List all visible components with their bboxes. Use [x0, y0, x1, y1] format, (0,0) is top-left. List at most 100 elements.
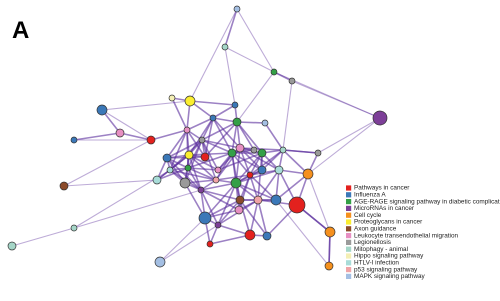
edge — [187, 167, 202, 191]
node — [206, 240, 214, 248]
edge — [73, 132, 121, 141]
edge — [291, 80, 381, 119]
edge — [282, 149, 319, 154]
edge — [119, 132, 152, 141]
node — [314, 149, 322, 157]
edge — [217, 152, 263, 171]
node — [59, 181, 69, 191]
node — [233, 5, 241, 13]
edge — [73, 189, 202, 229]
legend-label: Influenza A — [354, 191, 386, 198]
node — [274, 165, 284, 175]
node — [230, 177, 242, 189]
node — [184, 95, 196, 107]
edge — [201, 139, 219, 171]
edges — [11, 8, 381, 267]
edge — [212, 104, 236, 119]
node — [253, 195, 263, 205]
edge — [307, 117, 381, 175]
edge — [204, 199, 241, 219]
node — [115, 128, 125, 138]
legend-swatch — [346, 185, 352, 191]
edge — [249, 199, 259, 236]
edge — [231, 121, 238, 154]
edge — [328, 231, 331, 267]
node — [279, 146, 287, 154]
edge — [159, 217, 206, 263]
node — [324, 226, 336, 238]
node — [234, 205, 244, 215]
edge — [261, 149, 284, 171]
edge — [224, 46, 275, 73]
edge — [235, 152, 263, 184]
edge — [188, 152, 233, 156]
node — [246, 171, 254, 179]
node — [70, 224, 78, 232]
node — [198, 211, 212, 225]
legend-label: Proteoglycans in cancer — [354, 219, 423, 226]
legend-label: Hippo signaling pathway — [354, 253, 424, 260]
node — [235, 143, 245, 153]
edge — [282, 149, 309, 175]
edge — [200, 189, 240, 211]
legend-swatch — [346, 199, 352, 205]
edge — [171, 97, 188, 131]
node — [200, 152, 210, 162]
legend-label: p53 signaling pathway — [354, 266, 418, 273]
edge — [249, 174, 277, 201]
node — [96, 104, 108, 116]
edge — [201, 139, 241, 149]
edge — [236, 8, 275, 73]
node — [70, 136, 78, 144]
edge — [236, 71, 275, 123]
edge — [63, 139, 152, 187]
edge — [188, 154, 202, 191]
edge — [204, 121, 238, 158]
node — [227, 148, 237, 158]
legend-swatch — [346, 253, 352, 259]
edge — [317, 117, 381, 154]
node — [231, 101, 239, 109]
legend-swatch — [346, 239, 352, 245]
node — [288, 196, 306, 214]
edge — [239, 147, 251, 176]
legend-label: MAPK signaling pathway — [354, 273, 425, 280]
edge — [63, 179, 158, 187]
edge — [239, 147, 263, 171]
node — [168, 94, 176, 102]
node — [261, 119, 269, 127]
node — [250, 146, 258, 154]
edge — [187, 167, 217, 181]
node — [179, 177, 191, 189]
legend-label: AGE-RAGE signaling pathway in diabetic c… — [354, 198, 500, 205]
edge — [150, 129, 188, 141]
legend-swatch — [346, 219, 352, 225]
edge — [209, 234, 251, 245]
edge — [209, 224, 219, 245]
node — [7, 241, 17, 251]
node — [214, 166, 222, 174]
edge — [184, 139, 203, 184]
edge — [166, 129, 188, 159]
legend-label: HTLV-I infection — [354, 259, 399, 266]
edge — [101, 109, 152, 141]
node — [302, 168, 314, 180]
edge — [257, 199, 268, 237]
legend-swatch — [346, 267, 352, 273]
edge — [236, 121, 241, 149]
edge — [224, 46, 236, 106]
edge — [239, 199, 251, 236]
panel-label: A — [12, 17, 29, 44]
legend-label: Pathways in cancer — [354, 185, 410, 192]
edge — [166, 139, 203, 159]
node — [288, 77, 296, 85]
edge — [187, 152, 233, 169]
edge — [101, 100, 191, 111]
node — [257, 165, 267, 175]
edge — [235, 169, 280, 184]
legend-swatch — [346, 205, 352, 211]
edge — [282, 80, 293, 151]
legend-label: Mitophagy - animal — [354, 246, 408, 253]
